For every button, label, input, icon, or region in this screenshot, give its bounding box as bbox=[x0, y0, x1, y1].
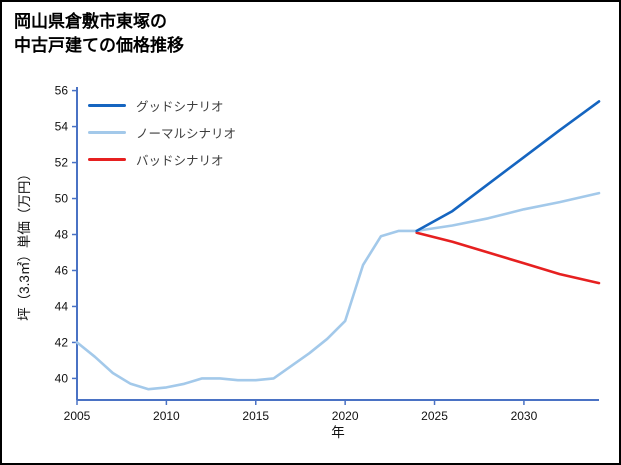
svg-text:46: 46 bbox=[55, 263, 69, 277]
svg-text:40: 40 bbox=[55, 371, 69, 385]
x-axis-label: 年 bbox=[331, 425, 345, 440]
good-scenario-line-swatch bbox=[88, 104, 126, 107]
legend-label-normal-scenario: ノーマルシナリオ bbox=[136, 127, 237, 141]
svg-text:2025: 2025 bbox=[421, 409, 448, 423]
svg-text:2015: 2015 bbox=[242, 409, 269, 423]
svg-text:42: 42 bbox=[55, 335, 69, 349]
chart-title: 岡山県倉敷市東塚の 中古戸建ての価格推移 bbox=[14, 12, 184, 55]
svg-text:52: 52 bbox=[55, 156, 69, 170]
svg-text:54: 54 bbox=[55, 120, 69, 134]
svg-text:2005: 2005 bbox=[64, 409, 91, 423]
svg-text:48: 48 bbox=[55, 228, 69, 242]
bad-scenario-line-swatch bbox=[88, 158, 126, 161]
normal-scenario-line-swatch bbox=[88, 131, 126, 134]
y-axis-label: 坪（3.3㎡）単価（万円） bbox=[17, 167, 32, 321]
legend-item-bad-scenario: バッドシナリオ bbox=[88, 146, 236, 173]
svg-text:2030: 2030 bbox=[511, 409, 538, 423]
legend-item-good-scenario: グッドシナリオ bbox=[88, 92, 236, 119]
legend-item-normal-scenario: ノーマルシナリオ bbox=[88, 119, 236, 146]
svg-text:2020: 2020 bbox=[332, 409, 359, 423]
svg-text:44: 44 bbox=[55, 299, 69, 313]
legend: グッドシナリオ ノーマルシナリオ バッドシナリオ bbox=[88, 92, 236, 173]
svg-text:56: 56 bbox=[55, 84, 69, 98]
svg-text:2010: 2010 bbox=[153, 409, 180, 423]
svg-text:50: 50 bbox=[55, 192, 69, 206]
legend-label-bad-scenario: バッドシナリオ bbox=[136, 154, 224, 168]
legend-label-good-scenario: グッドシナリオ bbox=[136, 100, 224, 114]
